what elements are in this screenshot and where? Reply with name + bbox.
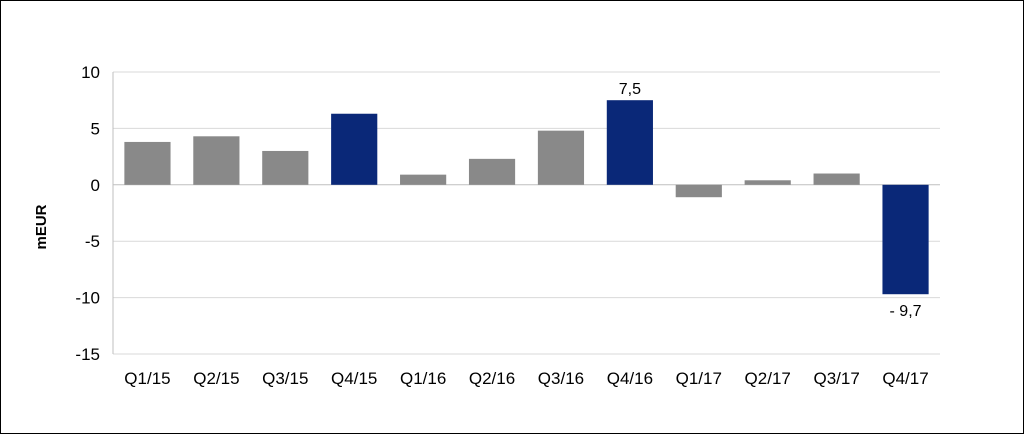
bar-q1-15 [124,141,171,185]
x-tick-label: Q2/17 [745,369,791,388]
data-label: - 9,7 [890,303,922,320]
bar-q3-17 [813,173,860,185]
x-tick-label: Q3/16 [538,369,584,388]
x-tick-label: Q4/15 [331,369,377,388]
x-tick-label: Q4/17 [882,369,928,388]
x-tick-label: Q1/15 [124,369,170,388]
x-tick-label: Q3/15 [262,369,308,388]
bar-q3-15 [262,150,309,185]
bar-q4-16 [606,100,653,185]
x-tick-label: Q3/17 [813,369,859,388]
bar-q2-17 [744,180,791,185]
x-tick-label: Q4/16 [607,369,653,388]
bar-q3-16 [537,130,585,185]
y-axis-ticks: 10 5 0 -5 -10 -15 [75,63,100,364]
data-labels: 7,5 - 9,7 [619,81,922,320]
y-tick-label: 5 [91,119,100,138]
bar-q2-16 [468,158,516,185]
y-tick-label: 10 [81,63,100,82]
x-tick-label: Q2/15 [193,369,239,388]
x-axis-ticks: Q1/15 Q2/15 Q3/15 Q4/15 Q1/16 Q2/16 Q3/16 Q4/16… [124,369,928,388]
bar-q4-17 [882,184,929,295]
bar-q2-15 [193,136,240,185]
data-label: 7,5 [619,81,641,98]
x-tick-label: Q2/16 [469,369,515,388]
bars [124,100,929,295]
y-axis-label: mEUR [33,204,50,249]
y-tick-label: 0 [91,176,100,195]
bar-q1-16 [400,174,447,185]
x-tick-label: Q1/17 [676,369,722,388]
y-tick-label: -15 [75,345,100,364]
y-tick-label: -5 [85,232,100,251]
y-tick-label: -10 [75,289,100,308]
x-tick-label: Q1/16 [400,369,446,388]
bar-q1-17 [675,184,722,198]
bar-q4-15 [331,113,378,185]
grid-lines [112,71,940,355]
